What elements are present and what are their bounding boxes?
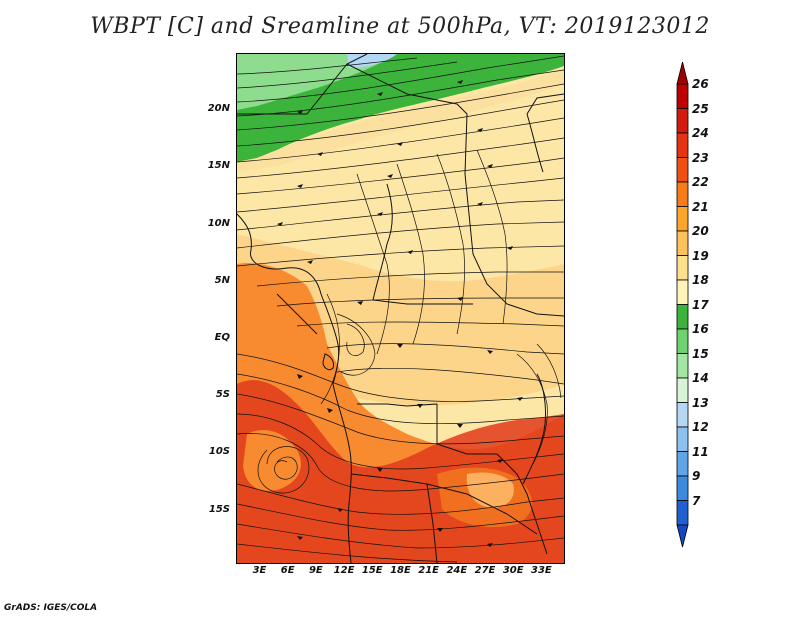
colorbar-tick-label: 24 [692,126,709,140]
colorbar-box [676,500,689,526]
map-panel [236,53,565,564]
lon-tick-label: 12E [333,565,355,576]
colorbar-tick-label: 21 [692,199,709,214]
field-orange-eddy [243,429,301,491]
colorbar-boxes [676,83,689,526]
colorbar-tick-label: 22 [692,175,709,189]
colorbar-tick-label: 17 [692,297,709,312]
colorbar-box [676,181,689,207]
colorbar-box [676,304,689,330]
lat-tick-label: 15S [208,503,230,515]
colorbar-under-arrow [676,524,689,548]
streamlines [237,55,564,563]
lon-tick-label: 3E [252,565,267,576]
lon-tick-label: 9E [308,565,323,576]
field-pale-yellow-ne [437,172,564,262]
colorbar-box [676,230,689,256]
colorbar-tick-label: 11 [692,444,709,459]
country-borders [237,54,564,563]
colorbar-tick-label: 18 [692,273,709,287]
wbpt-streamline-map [237,54,564,563]
lat-tick-label: 20N [207,103,230,115]
colorbar-tick-label: 23 [692,150,709,165]
colorbar-box [676,475,689,501]
lat-tick-label: 5N [214,274,230,286]
colorbar-box [676,206,689,232]
colorbar-tick-label: 25 [692,101,709,116]
colorbar-box [676,157,689,183]
colorbar-box [676,83,689,109]
map-title: WBPT [C] and Sreamline at 500hPa, VT: 20… [90,14,710,39]
colorbar-tick-label: 16 [692,322,709,336]
streamline-arrows [277,80,523,547]
colorbar-tick-label: 9 [692,469,701,483]
lat-tick-label: EQ [214,331,230,343]
colorbar-tick-label: 12 [692,420,709,434]
colorbar-box [676,426,689,452]
colorbar-tick-label: 20 [692,224,709,238]
colorbar-tick-label: 13 [692,395,709,410]
colorbar-box [676,451,689,477]
lon-tick-label: 6E [280,565,295,576]
lon-tick-label: 24E [446,565,468,576]
lon-tick-label: 33E [531,565,552,576]
lat-tick-label: 10S [208,446,230,458]
colorbar-box [676,377,689,403]
colorbar-box [676,279,689,305]
colorbar-tick-label: 26 [692,77,709,91]
colorbar-box [676,255,689,281]
grads-credit: GrADS: IGES/COLA [4,603,98,613]
field-yellow-band [237,68,564,172]
colorbar-tick-label: 7 [692,493,701,508]
lon-tick-label: 18E [390,565,411,576]
lat-tick-label: 10N [207,217,230,229]
lon-tick-label: 21E [418,565,439,576]
colorbar-tick-label: 19 [692,248,709,263]
colorbar-box [676,402,689,428]
colorbar-box [676,132,689,158]
colorbar-box [676,328,689,354]
lat-tick-label: 5S [215,389,230,401]
lon-tick-label: 30E [502,565,524,576]
lat-tick-label: 15N [207,160,230,172]
field-light-green-16 [237,54,397,110]
lon-tick-label: 27E [474,565,496,576]
colorbar-over-arrow [676,61,689,85]
colorbar-tick-label: 14 [692,371,709,385]
lon-tick-label: 15E [361,565,383,576]
colorbar-box [676,108,689,134]
colorbar-tick-label: 15 [692,346,709,361]
colorbar-box [676,353,689,379]
